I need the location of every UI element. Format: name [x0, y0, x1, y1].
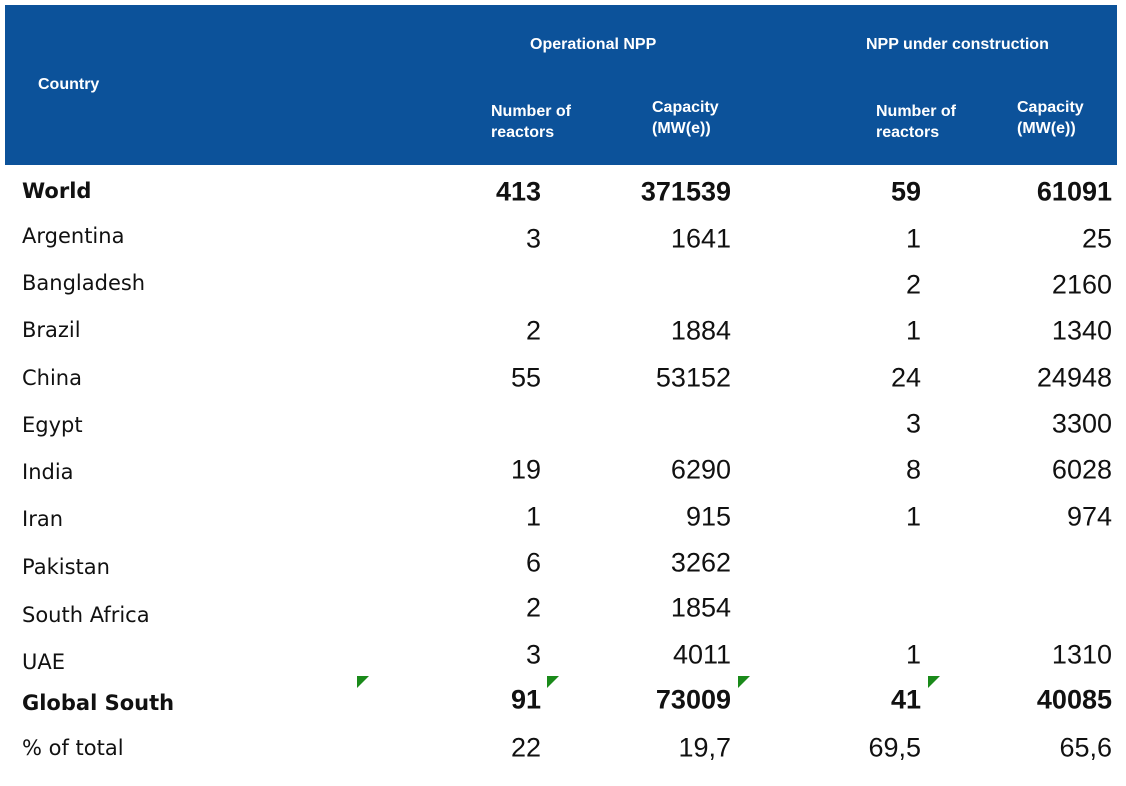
row-label: Iran — [22, 507, 64, 531]
cell: 25 — [1081, 223, 1112, 254]
cell: 2 — [905, 269, 921, 300]
cell: 915 — [685, 501, 731, 532]
cell: 24948 — [1036, 362, 1112, 393]
cell: 1340 — [1051, 315, 1112, 346]
group-header: NPP under construction — [866, 36, 1049, 53]
cell-marker — [928, 676, 940, 688]
cell: 3262 — [670, 547, 731, 578]
cell: 65,6 — [1059, 732, 1112, 763]
cell: 4011 — [672, 639, 731, 670]
row-label: India — [22, 460, 74, 484]
cell: 2 — [525, 315, 541, 346]
row-label: Brazil — [22, 318, 81, 342]
cell: 1854 — [670, 592, 731, 623]
row-label: % of total — [22, 736, 124, 760]
cell: 8 — [905, 454, 921, 485]
cell: 1884 — [670, 315, 731, 346]
cell: 91 — [510, 684, 541, 715]
cell: 19 — [510, 454, 541, 485]
group-header: Operational NPP — [530, 36, 657, 53]
cell: 22 — [510, 732, 541, 763]
sub-header: Number of reactors — [491, 103, 571, 141]
sub-header: Number of reactors — [876, 103, 956, 141]
cell: 1 — [905, 639, 921, 670]
cell: 1641 — [670, 223, 731, 254]
cell: 53152 — [655, 362, 731, 393]
row-label: South Africa — [22, 603, 150, 627]
sub-header: Capacity (MW(e)) — [652, 99, 719, 137]
cell: 6028 — [1051, 454, 1112, 485]
cell: 61091 — [1036, 176, 1112, 207]
cell: 40085 — [1036, 684, 1112, 715]
row-label: Global South — [22, 691, 175, 715]
sub-header: Capacity (MW(e)) — [1017, 99, 1084, 137]
cell-marker — [738, 676, 750, 688]
row-label: Pakistan — [22, 555, 110, 579]
row-label: Bangladesh — [22, 271, 146, 295]
cell: 1 — [905, 315, 921, 346]
cell: 1 — [905, 223, 921, 254]
cell: 41 — [890, 684, 921, 715]
cell: 1 — [525, 501, 541, 532]
row-label: UAE — [22, 650, 66, 674]
cell: 6290 — [670, 454, 731, 485]
cell: 69,5 — [868, 732, 921, 763]
cell: 3300 — [1051, 408, 1112, 439]
cell-marker — [357, 676, 369, 688]
cell: 59 — [890, 176, 921, 207]
cell: 1310 — [1051, 639, 1112, 670]
row-label: China — [22, 366, 82, 390]
cell: 24 — [890, 362, 921, 393]
cell: 6 — [525, 547, 541, 578]
table-header — [5, 5, 1117, 165]
cell: 974 — [1066, 501, 1112, 532]
row-label: Argentina — [22, 224, 125, 248]
country-header: Country — [38, 76, 100, 93]
cell: 3 — [525, 223, 541, 254]
cell: 2 — [525, 592, 541, 623]
cell: 2160 — [1051, 269, 1112, 300]
cell: 413 — [495, 176, 541, 207]
cell: 3 — [525, 639, 541, 670]
row-label: World — [22, 179, 92, 203]
cell: 3 — [905, 408, 921, 439]
cell: 73009 — [655, 684, 731, 715]
cell-marker — [547, 676, 559, 688]
cell: 55 — [510, 362, 541, 393]
cell: 1 — [905, 501, 921, 532]
cell: 371539 — [640, 176, 731, 207]
row-label: Egypt — [22, 413, 83, 437]
cell: 19,7 — [678, 732, 731, 763]
